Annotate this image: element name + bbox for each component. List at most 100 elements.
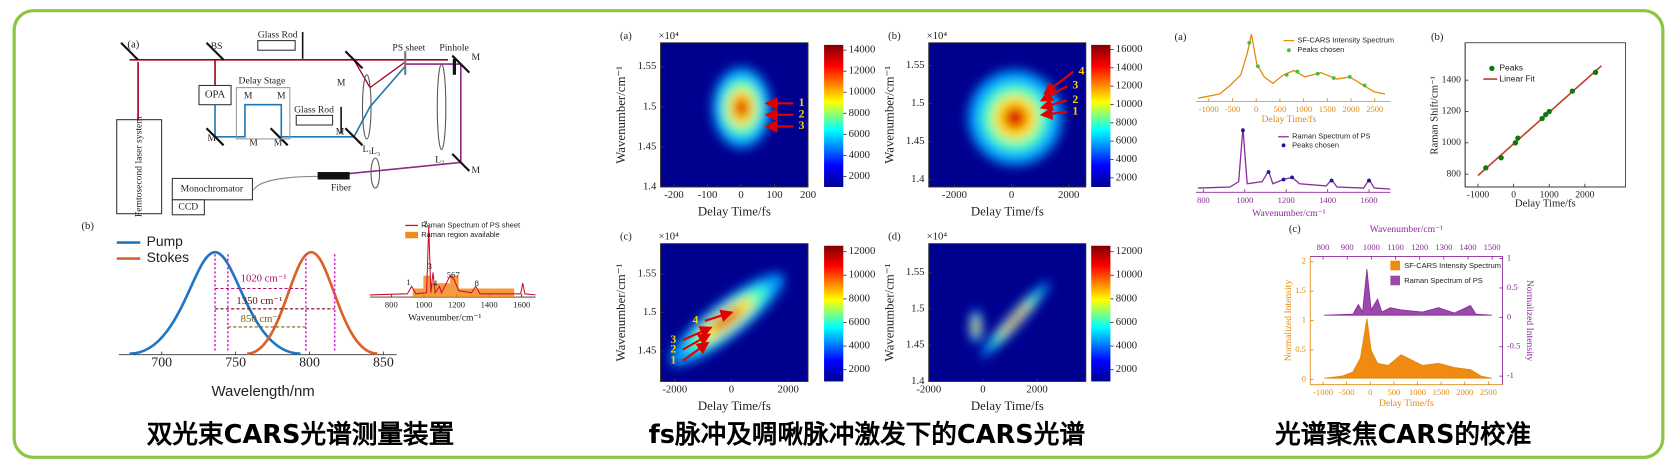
tick-label: 2000 xyxy=(1058,189,1079,201)
tick-label: 800 xyxy=(1317,242,1330,252)
tick-label: 1500 xyxy=(1319,104,1336,114)
peak-label: 1 xyxy=(406,277,410,287)
tick-label: 1000 xyxy=(1442,137,1461,148)
tick-label: -500 xyxy=(1225,104,1241,114)
arrow-label: 2 xyxy=(1072,93,1078,106)
legend-swatch xyxy=(1489,65,1495,72)
sf-cars-curve xyxy=(1197,34,1386,99)
tick-label: 4000 xyxy=(1116,153,1137,165)
tick-label: 500 xyxy=(1388,387,1401,397)
heatmap-blobs xyxy=(968,70,1063,166)
label: Pump xyxy=(147,233,184,249)
point xyxy=(1569,88,1576,94)
arrow-label: 4 xyxy=(693,314,699,327)
point xyxy=(1592,69,1599,76)
tick-label: 1.5 xyxy=(643,306,656,318)
label: (d) xyxy=(888,231,901,243)
tick-label: 8000 xyxy=(849,292,870,304)
tick-label: 1.55 xyxy=(906,59,925,71)
tick-label: 800 xyxy=(385,300,398,310)
mirror xyxy=(205,41,225,61)
label: Delay Time/fs xyxy=(971,205,1044,219)
peak-label: 8 xyxy=(475,278,479,288)
label: Wavenumber/cm⁻¹ xyxy=(614,66,628,164)
tick-label: 1300 xyxy=(1435,242,1452,252)
tick-label: 0 xyxy=(1507,311,1511,321)
tick-label: 1000 xyxy=(1363,242,1380,252)
tick-label: 0.5 xyxy=(1295,344,1306,354)
arrow-label: 3 xyxy=(799,119,805,132)
tick-label: 10000 xyxy=(1116,269,1143,281)
tick-label: 1.55 xyxy=(906,266,925,278)
tick-label: 0 xyxy=(1302,373,1306,383)
label: Delay Time/fs xyxy=(1379,398,1434,409)
heatmap xyxy=(660,243,809,382)
arrow-label: 1 xyxy=(799,96,805,109)
tick-label: 1000 xyxy=(1236,195,1253,205)
tick-label: 1400 xyxy=(1442,74,1461,85)
legend-swatch xyxy=(1390,275,1400,286)
tick-label: 0.5 xyxy=(1507,282,1518,292)
colorbar xyxy=(824,44,844,187)
tick-label: 1100 xyxy=(1387,242,1404,252)
fiber-cable xyxy=(253,175,322,191)
tick-label: 100 xyxy=(767,189,783,201)
ccd-box xyxy=(171,199,205,216)
lens xyxy=(361,74,372,140)
legend-swatch xyxy=(1390,260,1400,271)
label: (b) xyxy=(888,30,901,42)
label: Glass Rod xyxy=(294,104,334,115)
peak-dot xyxy=(1290,175,1294,180)
tick-label: 1.5 xyxy=(643,100,656,112)
tick-label: -0.5 xyxy=(1507,341,1521,351)
glass-rod xyxy=(257,40,296,51)
label: 850 cm⁻¹ xyxy=(241,313,282,325)
caption: 光谱聚焦CARS的校准 xyxy=(1274,419,1531,450)
peak-dot xyxy=(1315,71,1320,76)
tick-label: 1400 xyxy=(1459,242,1476,252)
tick-label: 500 xyxy=(1274,104,1287,114)
tick-label: -200 xyxy=(664,189,684,201)
arrow-label: 3 xyxy=(670,333,676,346)
label: Raman Spectrum of PS xyxy=(1292,132,1370,141)
tick-label: 1200 xyxy=(1411,242,1428,252)
tick-label: 6000 xyxy=(849,316,870,328)
mirror xyxy=(344,50,364,70)
mirror xyxy=(344,127,364,147)
tick-label: 1.45 xyxy=(638,344,657,356)
tick-label: -500 xyxy=(1339,387,1355,397)
arrow-label: 2 xyxy=(670,342,676,355)
glass-rod xyxy=(295,114,334,126)
tick-label: 0 xyxy=(980,383,985,395)
heatmap xyxy=(928,243,1086,382)
peak-dot xyxy=(1255,64,1260,69)
lens xyxy=(436,63,447,151)
tick-label: -1000 xyxy=(1467,190,1490,201)
tick-label: 10000 xyxy=(1116,98,1143,110)
arrow xyxy=(1043,70,1074,95)
tick-label: 2 xyxy=(1302,256,1306,266)
legend-swatch xyxy=(1281,143,1286,148)
raman-area xyxy=(1324,269,1492,316)
peak-dot xyxy=(1347,75,1352,79)
tick-label: 1200 xyxy=(1278,195,1295,205)
peak-label: 2 xyxy=(423,218,427,228)
arrow xyxy=(682,341,710,362)
peak-dot xyxy=(1247,40,1252,45)
tick-label: 10000 xyxy=(849,269,876,281)
label: Delay Time/fs xyxy=(1515,198,1576,210)
tick-label: -100 xyxy=(698,189,718,201)
label: Delay Time/fs xyxy=(698,205,771,219)
tick-label: 14000 xyxy=(849,44,876,56)
tick-label: 1.4 xyxy=(643,180,657,192)
label: (c) xyxy=(620,231,632,243)
tick-label: 1000 xyxy=(1409,387,1426,397)
tick-label: 2000 xyxy=(778,383,799,395)
peak-dot xyxy=(1329,178,1334,183)
blob xyxy=(1006,310,1024,329)
opa-box xyxy=(198,84,232,106)
tick-label: -1000 xyxy=(1313,387,1333,397)
tick-label: 900 xyxy=(1341,242,1354,252)
tick-label: -2000 xyxy=(942,189,967,201)
